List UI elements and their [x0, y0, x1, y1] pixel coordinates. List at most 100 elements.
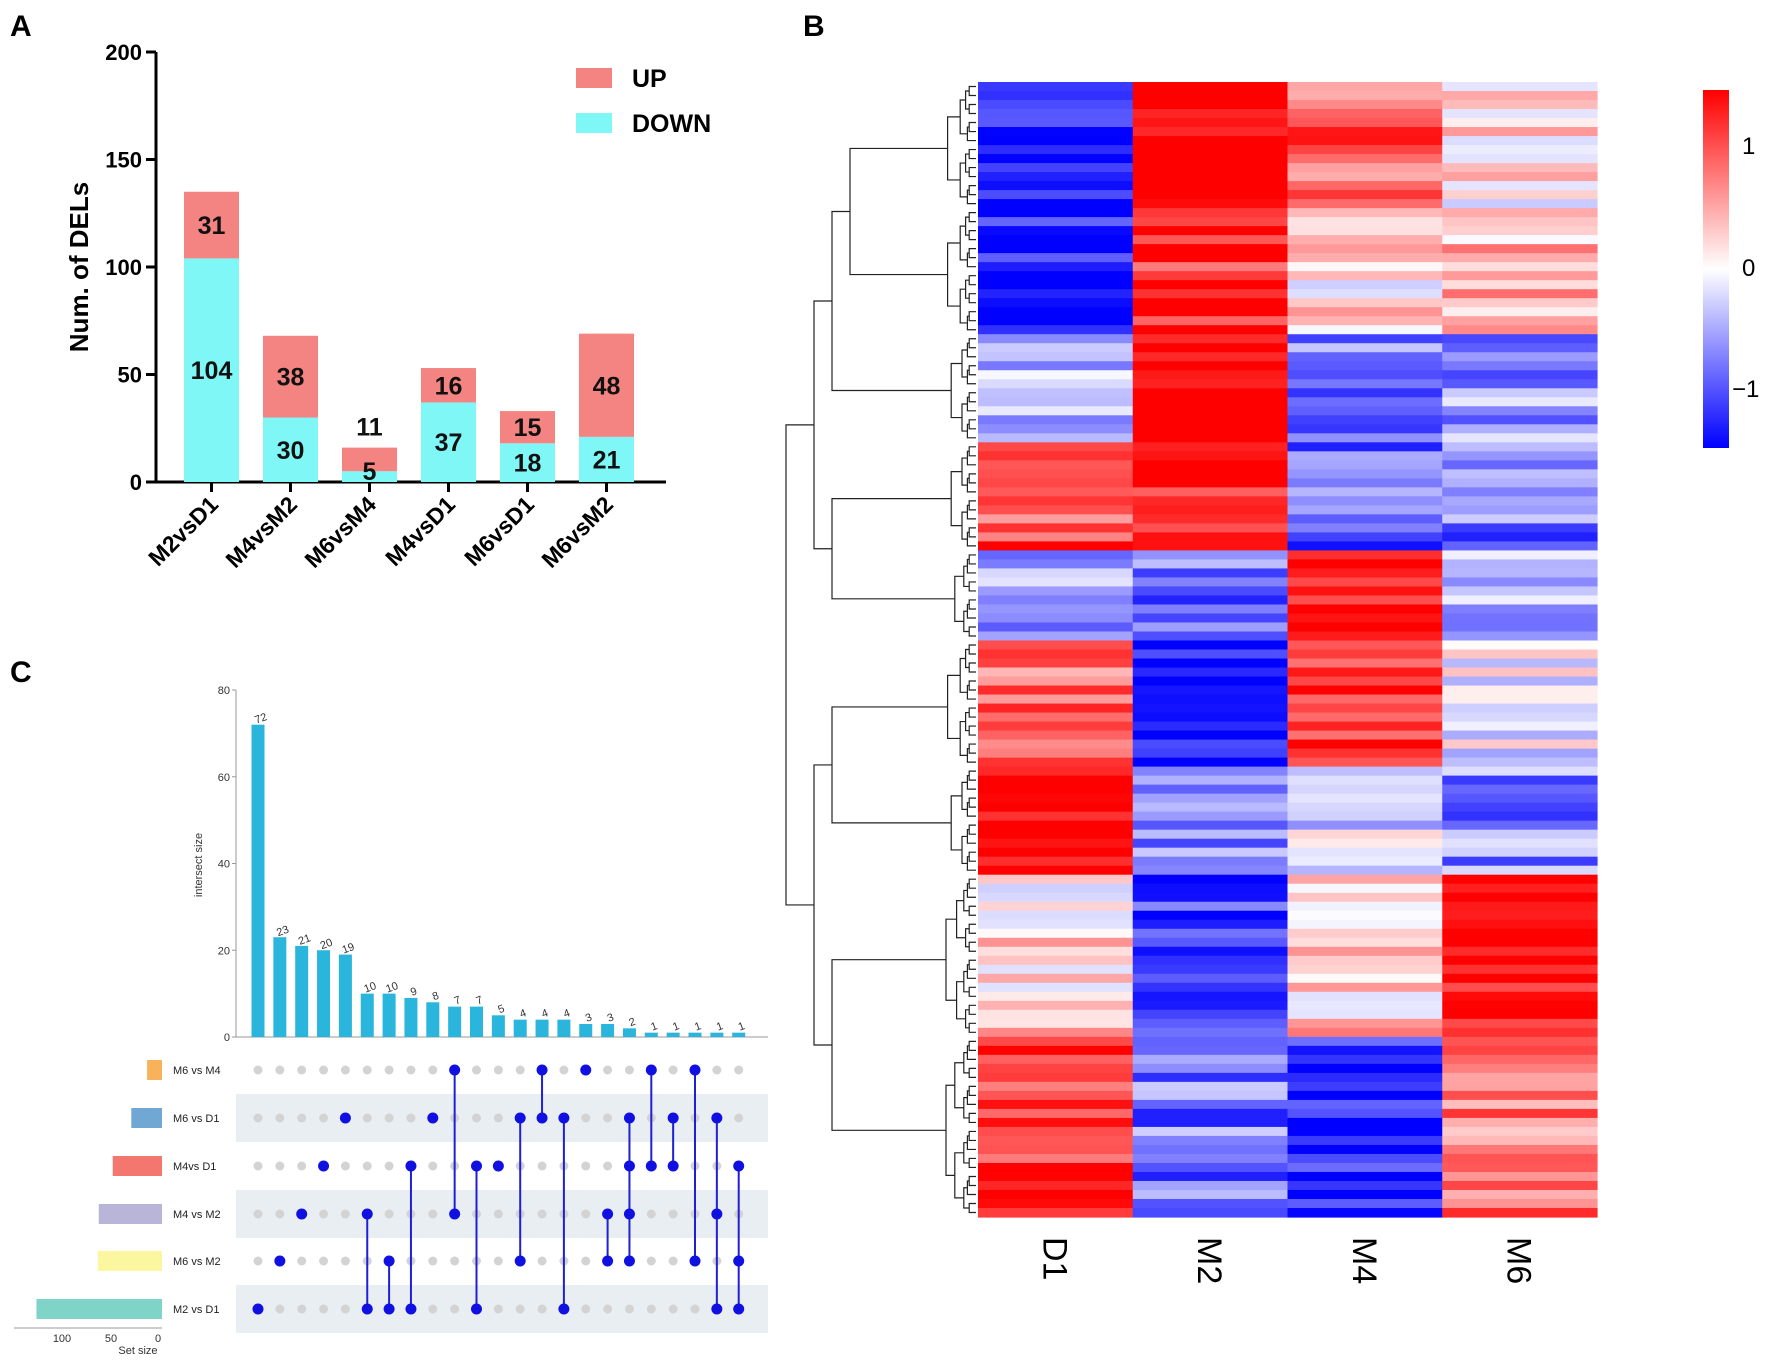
c-matrix-dot-filled [711, 1303, 723, 1315]
b-heatmap-cell [978, 1180, 1134, 1191]
c-matrix-dot-empty [493, 1113, 503, 1123]
c-intersect-value: 2 [627, 1016, 637, 1029]
b-heatmap-cell [978, 415, 1134, 425]
c-intersect-value: 1 [671, 1020, 681, 1033]
b-heatmap-cell [1132, 856, 1289, 867]
b-heatmap-cell [978, 469, 1134, 479]
c-matrix-dot-empty [668, 1065, 678, 1075]
a-bar-down [579, 436, 634, 482]
c-matrix-dot-empty [362, 1065, 372, 1075]
b-heatmap-cell [1442, 586, 1598, 597]
b-heatmap-cell [1442, 406, 1598, 416]
c-matrix-dot-empty [581, 1161, 591, 1171]
b-heatmap-cell [1442, 1189, 1598, 1200]
c-intersect-bar [579, 1023, 593, 1037]
c-matrix-dot-filled [383, 1303, 395, 1315]
b-heatmap-cell [1442, 910, 1598, 921]
c-matrix-dot-filled [492, 1160, 504, 1172]
b-heatmap-cell [978, 1189, 1134, 1200]
b-heatmap-cell [1287, 748, 1443, 759]
b-heatmap-cell [1287, 667, 1443, 678]
b-heatmap-cell [978, 757, 1134, 768]
c-matrix-dot-filled [296, 1208, 308, 1220]
b-heatmap-cell [1132, 586, 1289, 597]
b-dendrogram-branch [963, 1187, 970, 1209]
a-data-label-up: 15 [514, 414, 542, 442]
a-x-tick-label: M2vsD1 [143, 491, 223, 571]
b-heatmap-cell [1287, 550, 1443, 561]
b-dendrogram-branch [831, 706, 952, 824]
c-intersect-value: 72 [253, 711, 269, 726]
a-legend-label-down: DOWN [632, 110, 711, 138]
b-heatmap-cell [978, 883, 1134, 894]
c-matrix-dot-empty [646, 1256, 656, 1266]
b-heatmap-cell [978, 199, 1134, 209]
b-heatmap-cell [1442, 217, 1598, 227]
c-matrix-dot-empty [297, 1113, 307, 1123]
b-heatmap-cell [1132, 469, 1289, 479]
c-matrix-dot-empty [493, 1065, 503, 1075]
b-heatmap-cell [1442, 397, 1598, 407]
b-heatmap-cell [1287, 604, 1443, 615]
a-data-label-down: 37 [435, 429, 463, 457]
b-heatmap-cell [1132, 1198, 1289, 1209]
b-heatmap-cell [1442, 901, 1598, 912]
b-dendrogram-branch [961, 349, 968, 378]
b-heatmap-cell [1287, 820, 1443, 831]
b-dendrogram-branch [968, 1022, 976, 1033]
b-dendrogram-branch [968, 1067, 976, 1078]
b-dendrogram-branch [968, 311, 976, 322]
b-heatmap-cell [1287, 1108, 1443, 1119]
b-heatmap-cell [1442, 1180, 1598, 1191]
b-heatmap-cell [978, 334, 1134, 344]
c-matrix-dot-empty [581, 1209, 591, 1219]
b-heatmap-cell [1132, 757, 1289, 768]
c-set-size-bar [98, 1204, 162, 1224]
b-heatmap-cell [978, 91, 1134, 101]
b-heatmap-cell [1442, 190, 1598, 200]
b-heatmap-cell [1132, 784, 1289, 795]
b-heatmap-cell [1287, 1072, 1443, 1083]
a-data-label-up: 31 [198, 212, 226, 240]
b-heatmap-cell [1442, 379, 1598, 389]
b-heatmap-cell [1442, 460, 1598, 470]
b-heatmap-cell [1132, 226, 1289, 236]
b-heatmap-cell [1132, 1054, 1289, 1065]
b-row-dendrogram [785, 85, 976, 1214]
b-dendrogram-branch [813, 300, 832, 550]
c-matrix-dot-filled [405, 1303, 417, 1315]
c-intersect-bar [644, 1032, 658, 1037]
b-heatmap-cell [978, 316, 1134, 326]
b-dendrogram-branch [968, 148, 976, 160]
b-heatmap-cell [1442, 1063, 1598, 1074]
b-heatmap-cell [978, 703, 1134, 714]
c-matrix-dot-empty [428, 1256, 438, 1266]
c-matrix-dot-empty [275, 1209, 285, 1219]
b-heatmap-cell [1442, 136, 1598, 146]
b-heatmap-cell [1442, 370, 1598, 380]
b-heatmap-cell [978, 532, 1134, 543]
c-set-label: M6 vs M4 [173, 1065, 221, 1077]
b-dendrogram-branch [963, 1097, 970, 1119]
b-dendrogram-branch [968, 797, 976, 808]
b-heatmap-cell [1442, 118, 1598, 128]
b-heatmap-cell [1132, 109, 1289, 119]
b-dendrogram-branch [963, 610, 970, 633]
b-dendrogram-branch [947, 242, 961, 307]
b-heatmap-cell [1132, 280, 1289, 290]
c-matrix-dot-filled [733, 1160, 745, 1172]
b-dendrogram-branch [963, 1052, 970, 1074]
c-intersect-value: 4 [518, 1007, 528, 1020]
b-heatmap-cell [1132, 874, 1289, 885]
b-heatmap-cell [978, 307, 1134, 317]
b-heatmap-cell [1132, 829, 1289, 840]
b-heatmap-cell [1132, 1207, 1289, 1218]
c-y-tick-label: 60 [218, 772, 230, 784]
b-dendrogram-branch [954, 1062, 964, 1109]
b-heatmap-cell [978, 1090, 1134, 1101]
b-heatmap-cell [978, 1054, 1134, 1065]
c-y-tick-label: 20 [218, 945, 230, 957]
b-heatmap-cell [1442, 811, 1598, 822]
b-dendrogram-branch [959, 657, 968, 693]
b-heatmap-cell [1132, 1000, 1289, 1011]
